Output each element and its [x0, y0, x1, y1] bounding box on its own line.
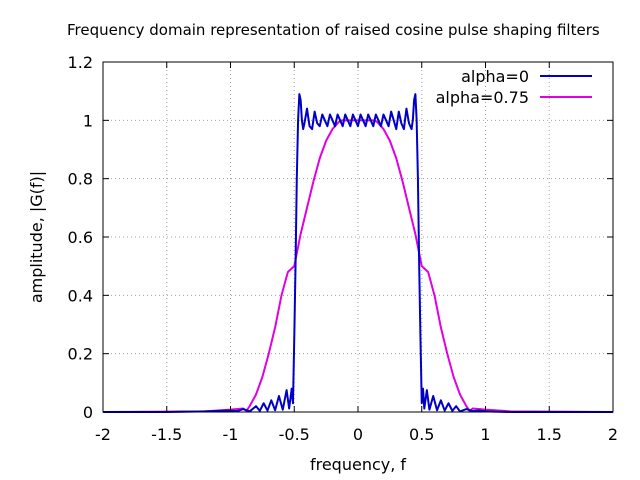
- axis-ticks: -2 -1.5 -1 -0.5 0 0.5 1 1.5 2 0 0.2 0.4 0.6 0.8 1 1.2: [68, 53, 619, 444]
- y-tick-label: 0: [83, 403, 93, 422]
- series-line-alpha-0: [103, 93, 613, 413]
- y-axis-label: amplitude, |G(f)|: [27, 171, 46, 303]
- x-tick-label: 0: [353, 425, 363, 444]
- legend-label: alpha=0: [461, 67, 529, 86]
- y-tick-label: 0.6: [68, 228, 93, 247]
- y-tick-label: 1.2: [68, 53, 93, 72]
- y-tick-label: 1: [83, 111, 93, 130]
- x-tick-label: 1: [480, 425, 490, 444]
- x-axis-label: frequency, f: [310, 455, 406, 474]
- x-tick-label: -2: [95, 425, 111, 444]
- x-tick-label: 1.5: [537, 425, 562, 444]
- plot-lines: [102, 93, 614, 413]
- y-tick-label: 0.4: [68, 286, 93, 305]
- y-tick-label: 0.2: [68, 345, 93, 364]
- x-tick-label: -1: [223, 425, 239, 444]
- series-line-alpha-0-75: [102, 119, 614, 413]
- x-tick-label: 0.5: [409, 425, 434, 444]
- x-tick-label: 2: [608, 425, 618, 444]
- x-tick-label: -1.5: [151, 425, 182, 444]
- legend-label: alpha=0.75: [436, 88, 529, 107]
- grid: [103, 62, 613, 412]
- x-tick-label: -0.5: [279, 425, 310, 444]
- chart-title: Frequency domain representation of raise…: [67, 21, 600, 39]
- y-tick-label: 0.8: [68, 170, 93, 189]
- legend: alpha=0 alpha=0.75: [436, 67, 592, 107]
